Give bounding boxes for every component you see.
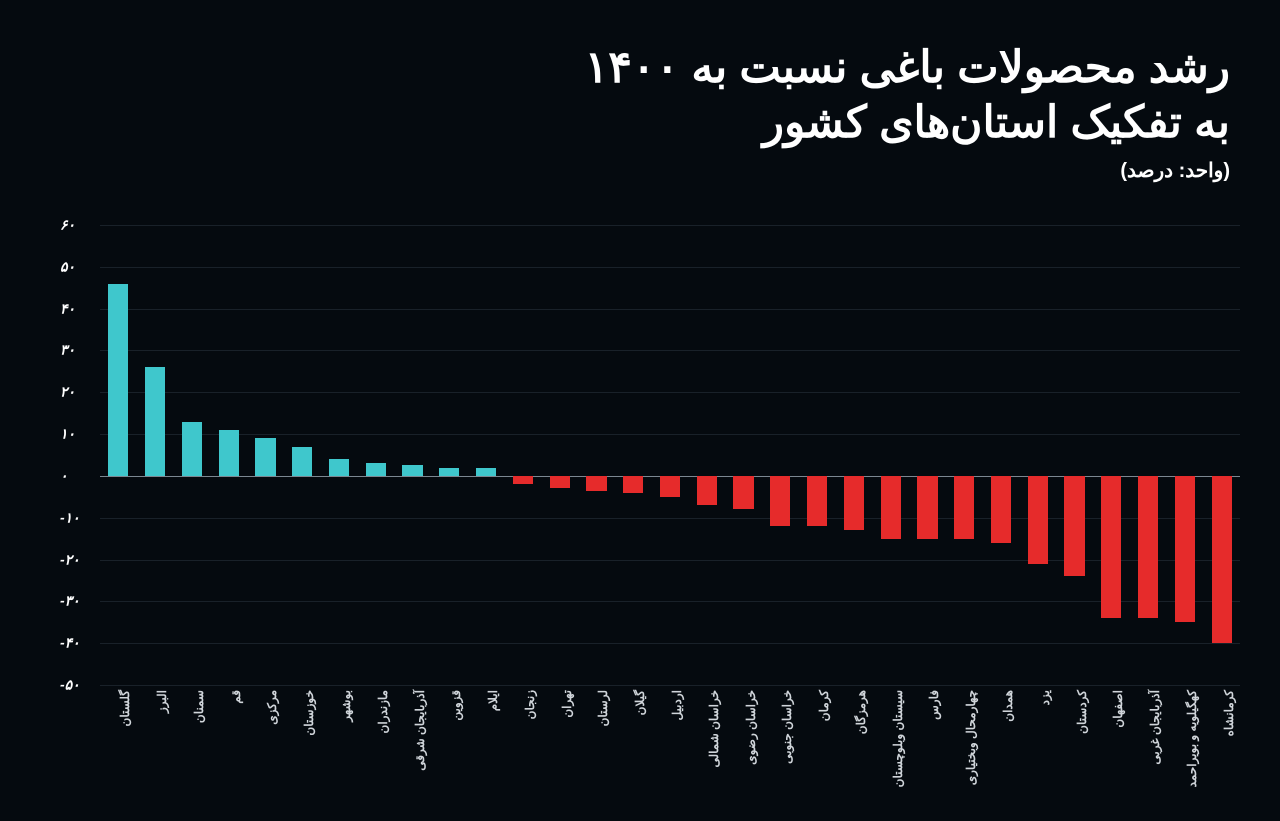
xtick-label: خراسان رضوی (744, 690, 758, 765)
xtick-label: کردستان (1075, 690, 1089, 734)
bar (366, 463, 386, 476)
gridline (100, 392, 1240, 393)
xtick-label: اصفهان (1111, 690, 1125, 728)
bar (182, 422, 202, 476)
bar (255, 438, 275, 476)
chart-area: ۶۰۵۰۴۰۳۰۲۰۱۰۰-۱۰-۲۰-۳۰-۴۰-۵۰ گلستانالبرز… (60, 225, 1240, 685)
bar (219, 430, 239, 476)
gridline (100, 309, 1240, 310)
bar (1175, 476, 1195, 622)
xtick-label: ایلام (486, 690, 500, 711)
bar (1028, 476, 1048, 564)
xtick-label: تهران (560, 690, 574, 718)
xtick-label: سمنان (192, 690, 206, 723)
xtick-label: یزد (1038, 690, 1052, 705)
bar (623, 476, 643, 493)
bar (807, 476, 827, 526)
gridline (100, 225, 1240, 226)
gridline (100, 267, 1240, 268)
bar (1064, 476, 1084, 576)
xtick-label: آذربایجان شرقی (413, 690, 427, 771)
bar (145, 367, 165, 476)
bar (586, 476, 606, 491)
xtick-label: کرمانشاه (1222, 690, 1236, 736)
bar (108, 284, 128, 476)
xtick-label: مازندران (376, 690, 390, 733)
bar (292, 447, 312, 476)
xtick-label: چهارمحال وبختیاری (964, 690, 978, 785)
xtick-label: گیلان (633, 690, 647, 715)
bar (954, 476, 974, 539)
ytick-label: -۲۰ (60, 551, 92, 568)
xtick-label: گلستان (118, 690, 132, 726)
xtick-label: کهگیلویه و بویراحمد (1185, 690, 1199, 787)
title-line-1: رشد محصولات باغی نسبت به ۱۴۰۰ (585, 40, 1230, 95)
xtick-label: فارس (927, 690, 941, 720)
ytick-label: -۳۰ (60, 593, 92, 610)
bar (844, 476, 864, 530)
xtick-label: قزوین (449, 690, 463, 721)
title-unit: (واحد: درصد) (585, 158, 1230, 183)
bar (1138, 476, 1158, 618)
bar (439, 468, 459, 476)
gridline (100, 601, 1240, 602)
bar (881, 476, 901, 539)
xtick-label: خراسان شمالی (707, 690, 721, 768)
xtick-label: هرمزگان (854, 690, 868, 734)
ytick-label: ۴۰ (60, 300, 92, 317)
xtick-label: البرز (155, 690, 169, 713)
xtick-label: مرکزی (265, 690, 279, 725)
xtick-label: آذربایجان غربی (1148, 690, 1162, 765)
bar (550, 476, 570, 489)
bar (329, 459, 349, 476)
bar (476, 468, 496, 476)
xtick-label: خوزستان (302, 690, 316, 736)
bar (660, 476, 680, 497)
xtick-label: کرمان (817, 690, 831, 721)
xtick-label: زنجان (523, 690, 537, 719)
gridline (100, 685, 1240, 686)
plot-area: گلستانالبرزسمنانقممرکزیخوزستانبوشهرمازند… (100, 225, 1240, 685)
bar (1212, 476, 1232, 643)
gridline (100, 350, 1240, 351)
xtick-label: لرستان (596, 690, 610, 726)
ytick-label: -۴۰ (60, 635, 92, 652)
ytick-label: ۶۰ (60, 217, 92, 234)
gridline (100, 434, 1240, 435)
xtick-label: همدان (1001, 690, 1015, 722)
xtick-label: اردبیل (670, 690, 684, 721)
xtick-label: بوشهر (339, 690, 353, 722)
xtick-label: سیستان وبلوچستان (891, 690, 905, 787)
bar (402, 465, 422, 475)
title-line-2: به تفکیک استان‌های کشور (585, 95, 1230, 150)
ytick-label: ۱۰ (60, 426, 92, 443)
ytick-label: ۳۰ (60, 342, 92, 359)
bar (991, 476, 1011, 543)
ytick-label: -۵۰ (60, 677, 92, 694)
ytick-label: ۲۰ (60, 384, 92, 401)
ytick-label: ۵۰ (60, 258, 92, 275)
bar (513, 476, 533, 484)
bar (697, 476, 717, 505)
gridline (100, 643, 1240, 644)
xtick-label: قم (229, 690, 243, 704)
bar (917, 476, 937, 539)
ytick-label: ۰ (60, 467, 92, 484)
xtick-label: خراسان جنوبی (780, 690, 794, 764)
bar (1101, 476, 1121, 618)
ytick-label: -۱۰ (60, 509, 92, 526)
title-block: رشد محصولات باغی نسبت به ۱۴۰۰ به تفکیک ا… (585, 40, 1230, 183)
bar (770, 476, 790, 526)
bar (733, 476, 753, 509)
